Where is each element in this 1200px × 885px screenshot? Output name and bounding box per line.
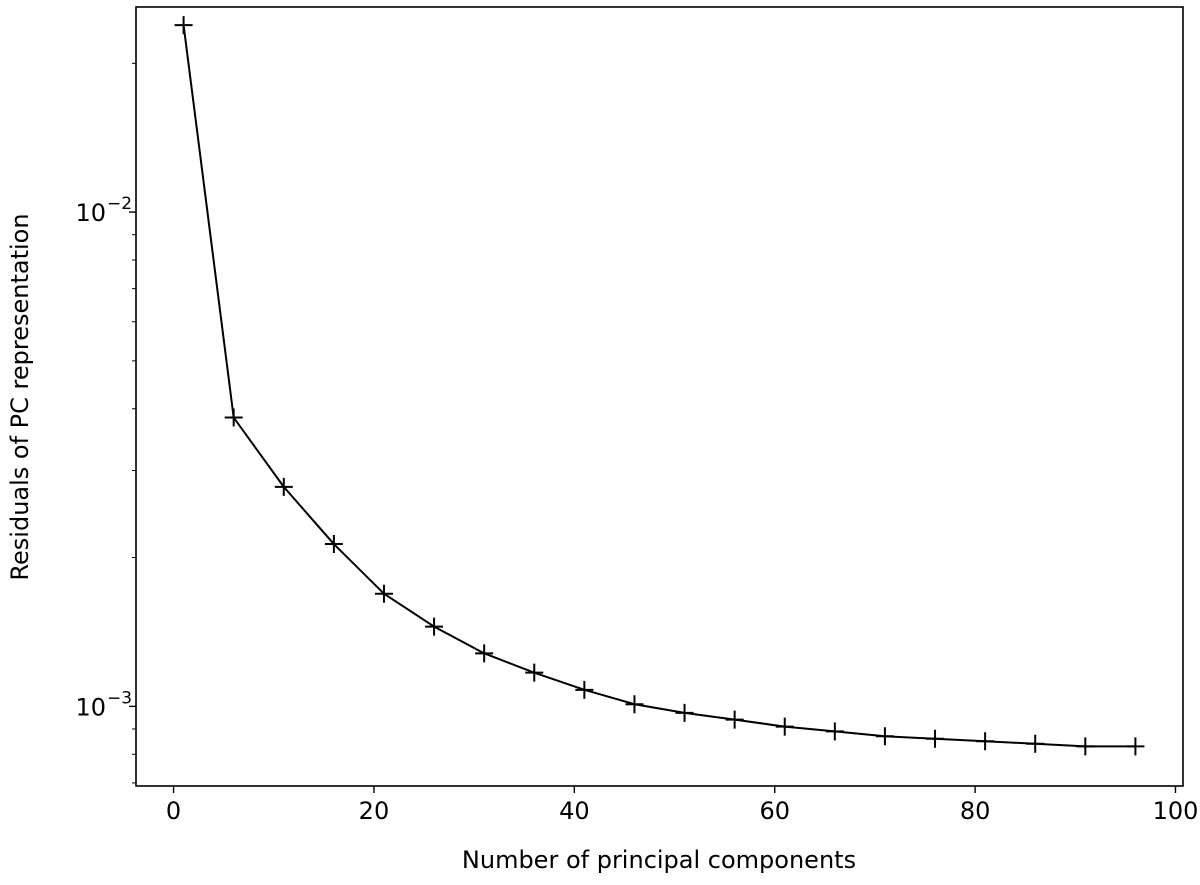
data-point-marker (525, 663, 544, 682)
data-point-marker (825, 722, 844, 741)
data-point-marker (625, 695, 644, 714)
data-point-marker (324, 535, 343, 554)
data-point-marker (224, 408, 243, 427)
data-point-marker (174, 16, 193, 35)
x-tick-label: 0 (166, 797, 181, 825)
x-tick-label: 40 (559, 797, 590, 825)
plot-area (136, 7, 1183, 786)
data-point-marker (1026, 734, 1045, 753)
data-point-marker (775, 717, 794, 736)
data-series (174, 16, 1145, 756)
y-tick-label: 10 (75, 693, 106, 721)
data-point-marker (374, 584, 393, 603)
x-tick-label: 20 (359, 797, 390, 825)
data-point-marker (575, 680, 594, 699)
y-tick-exponent: −3 (107, 688, 132, 708)
plot-frame (135, 6, 1184, 787)
data-point-marker (875, 727, 894, 746)
y-axis-label: Residuals of PC representation (6, 213, 34, 580)
x-axis-ticks: 0 20 40 60 80 100 (166, 786, 1198, 825)
data-point-marker (675, 703, 694, 722)
y-axis-ticks: 10−210−3 (75, 62, 136, 784)
x-tick-label: 100 (1153, 797, 1199, 825)
x-tick-label: 60 (759, 797, 790, 825)
data-point-marker (976, 732, 995, 751)
data-point-marker (425, 617, 444, 636)
x-axis-label: Number of principal components (462, 846, 856, 874)
data-point-marker (725, 710, 744, 729)
data-point-marker (274, 477, 293, 496)
data-point-marker (926, 729, 945, 748)
data-point-marker (1076, 737, 1095, 756)
x-tick-label: 80 (960, 797, 991, 825)
y-tick-label: 10 (75, 199, 106, 227)
data-point-marker (1126, 737, 1145, 756)
data-point-marker (475, 644, 494, 663)
y-tick-exponent: −2 (107, 194, 132, 214)
